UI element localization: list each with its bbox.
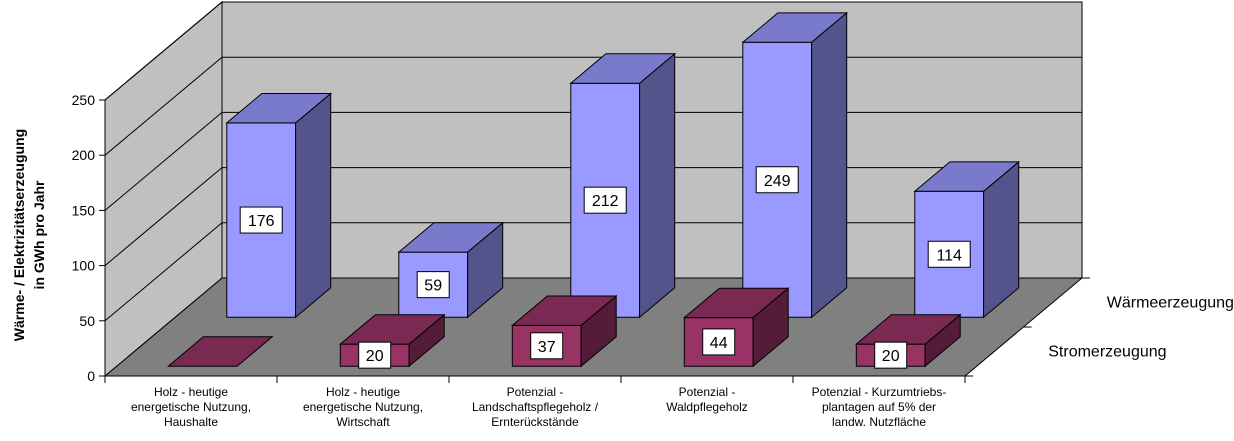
bar-wärmeerzeugung-4 bbox=[741, 11, 849, 319]
data-label: 37 bbox=[538, 339, 556, 356]
bar-wärmeerzeugung-3 bbox=[569, 52, 677, 319]
y-tick-label: 200 bbox=[72, 147, 96, 163]
data-label: 20 bbox=[882, 348, 900, 365]
bar-top bbox=[397, 222, 505, 253]
data-label-box bbox=[416, 271, 450, 299]
category-label: Holz - heutige bbox=[154, 385, 228, 399]
data-label-box bbox=[530, 332, 564, 360]
y-tick-label: 250 bbox=[72, 92, 96, 108]
y-tick-label: 0 bbox=[87, 368, 95, 384]
bar-top bbox=[166, 336, 274, 367]
axes bbox=[99, 99, 1090, 383]
data-label: 114 bbox=[936, 247, 962, 264]
category-label: energetische Nutzung, bbox=[131, 400, 251, 414]
category-label: Waldpflegeholz bbox=[666, 400, 748, 414]
category-label: Potenzial - bbox=[507, 385, 564, 399]
data-label: 212 bbox=[592, 193, 619, 210]
y-tick-label: 50 bbox=[79, 313, 95, 329]
data-label-box bbox=[927, 240, 971, 268]
data-label-box bbox=[583, 186, 627, 214]
data-label-box bbox=[702, 328, 736, 356]
category-label: plantagen auf 5% der bbox=[822, 400, 936, 414]
bars bbox=[166, 11, 1021, 368]
category-label: Holz - heutige bbox=[326, 385, 400, 399]
data-label: 176 bbox=[248, 213, 275, 230]
data-label: 249 bbox=[764, 173, 791, 190]
bar-stromerzeugung-4 bbox=[682, 287, 790, 368]
bar-top bbox=[741, 12, 849, 43]
category-label: landw. Nutzfläche bbox=[832, 415, 926, 429]
y-tick-label: 100 bbox=[72, 258, 96, 274]
category-label: Potenzial - Kurzumtriebs- bbox=[812, 385, 947, 399]
data-label: 20 bbox=[366, 348, 384, 365]
bar-wärmeerzeugung-1 bbox=[225, 92, 333, 319]
bar-side bbox=[811, 11, 848, 319]
category-label: Haushalte bbox=[164, 415, 218, 429]
data-label: 59 bbox=[424, 278, 442, 295]
series-label: Stromerzeugung bbox=[1048, 344, 1166, 361]
bar-wärmeerzeugung-5 bbox=[913, 160, 1021, 319]
gridline bbox=[104, 1, 1082, 101]
data-label-box bbox=[755, 166, 799, 194]
bar-side bbox=[639, 52, 676, 319]
bar-top bbox=[510, 295, 618, 326]
series-label: Wärmeerzeugung bbox=[1107, 295, 1234, 312]
data-label-box bbox=[874, 341, 908, 369]
bar-top bbox=[913, 161, 1021, 192]
data-label-box bbox=[358, 341, 392, 369]
bar-top bbox=[225, 93, 333, 124]
bar-stromerzeugung-1 bbox=[166, 336, 274, 367]
y-axis-title-line1: Wärme- / Elektrizitätserzeugung bbox=[11, 129, 27, 341]
y-axis-title-line2: in GWh pro Jahr bbox=[31, 180, 47, 289]
data-label: 44 bbox=[710, 335, 728, 352]
category-label: Landschaftspflegeholz / bbox=[472, 400, 599, 414]
y-tick-label: 150 bbox=[72, 202, 96, 218]
category-label: Wirtschaft bbox=[336, 415, 390, 429]
category-label: Ernterückstände bbox=[491, 415, 579, 429]
data-label-box bbox=[239, 206, 283, 234]
category-label: Potenzial - bbox=[679, 385, 736, 399]
bar-wärmeerzeugung-2 bbox=[397, 221, 505, 319]
bar-side bbox=[295, 92, 332, 319]
bar-top bbox=[569, 53, 677, 84]
category-label: energetische Nutzung, bbox=[303, 400, 423, 414]
bar-top bbox=[682, 287, 790, 319]
